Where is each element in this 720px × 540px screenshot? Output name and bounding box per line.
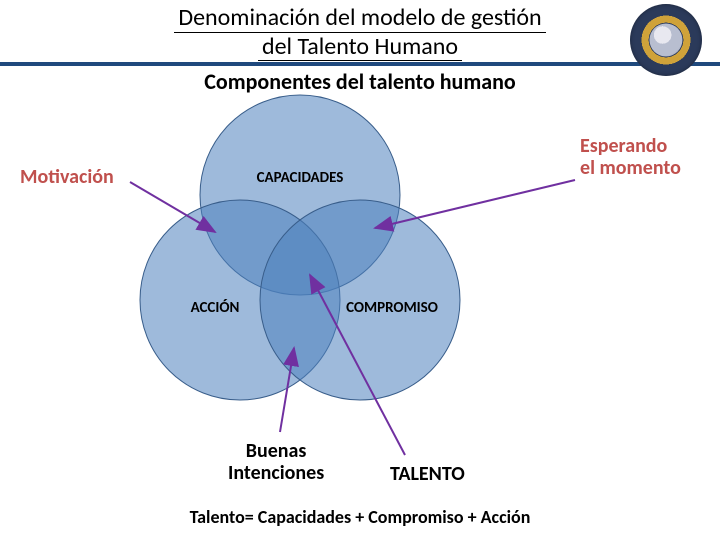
callout-esperando-line1: Esperando: [580, 134, 667, 158]
venn-label-accion: ACCIÓN: [191, 298, 240, 317]
venn-label-compromiso: COMPROMISO: [346, 299, 438, 317]
callout-talento: TALENTO: [390, 462, 465, 486]
footer-equation: Talento= Capacidades + Compromiso + Acci…: [0, 506, 720, 528]
callout-esperando-line2: el momento: [580, 156, 681, 180]
callout-buenas-line2: Intenciones: [228, 461, 324, 485]
venn-diagram: CAPACIDADES ACCIÓN COMPROMISO: [0, 0, 720, 540]
callout-buenas: Buenas Intenciones: [228, 440, 324, 484]
venn-label-capacidades: CAPACIDADES: [257, 169, 344, 187]
arrow-esperando: [375, 180, 575, 228]
callout-motivacion: Motivación: [20, 165, 114, 189]
callout-buenas-line1: Buenas: [246, 439, 307, 463]
callout-esperando: Esperando el momento: [580, 135, 681, 179]
